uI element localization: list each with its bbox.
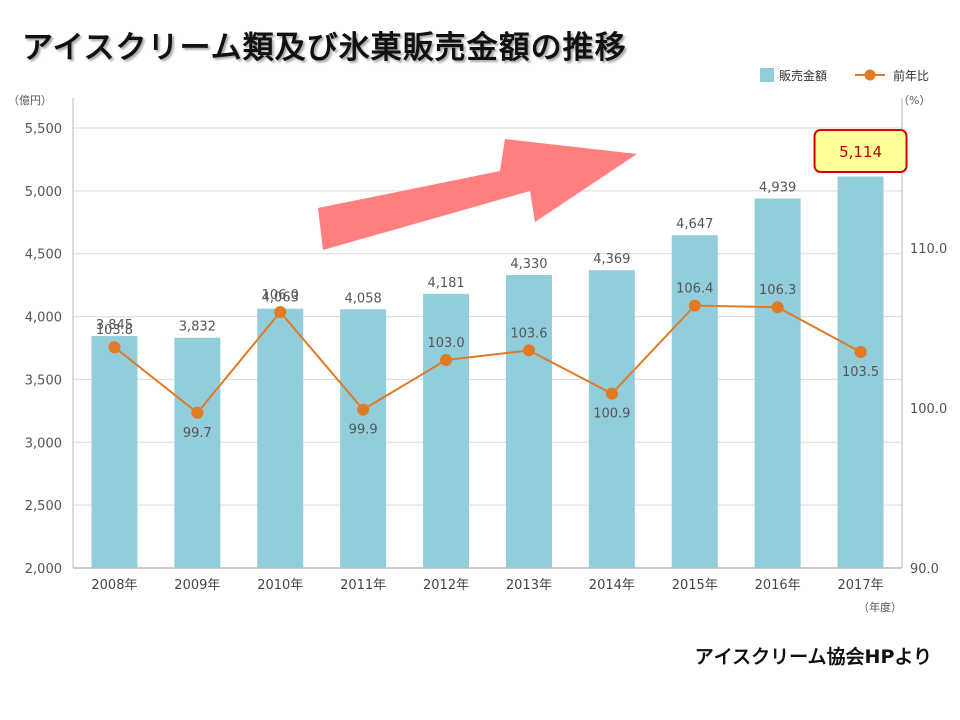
bar xyxy=(340,309,387,568)
line-point xyxy=(440,354,453,366)
category-label: 2012年 xyxy=(423,578,469,593)
legend: 販売金額 前年比 xyxy=(760,68,929,83)
x-axis-unit: （年度） xyxy=(858,600,902,614)
bar-value-label: 4,647 xyxy=(676,217,713,232)
category-labels: 2008年 2009年 2010年 2011年 2012年 2013年 2014年 2015年… xyxy=(91,578,883,593)
bar xyxy=(671,235,718,568)
bar xyxy=(91,336,138,568)
category-label: 2015年 xyxy=(672,578,718,593)
axes: 2,000 2,500 3,000 3,500 4,000 4,500 5,000 5,500… xyxy=(8,94,947,614)
left-tick-label: 3,500 xyxy=(25,373,62,388)
bar-labels: 3,845 3,832 4,063 4,058 4,181 4,330 4,369 4,647… xyxy=(96,181,796,335)
category-label: 2009年 xyxy=(174,578,220,593)
line-value-label: 99.7 xyxy=(183,426,212,441)
line-value-label: 103.8 xyxy=(96,323,133,338)
bar-value-label: 4,369 xyxy=(593,252,630,267)
left-tick-label: 4,500 xyxy=(25,248,62,263)
annotations: 5,114 xyxy=(318,129,908,250)
line-value-label: 106.3 xyxy=(759,283,796,298)
line-point xyxy=(274,306,287,318)
left-tick-label: 2,000 xyxy=(25,562,62,577)
page-title: アイスクリーム類及び氷菓販売金額の推移 xyxy=(22,30,627,66)
right-tick-label: 110.0 xyxy=(910,242,947,257)
bar xyxy=(423,293,470,568)
right-axis-unit: （%） xyxy=(898,94,930,107)
category-label: 2011年 xyxy=(340,578,386,593)
line-point xyxy=(771,301,784,314)
line-value-label: 100.9 xyxy=(593,407,630,422)
left-axis-unit: （億円） xyxy=(8,94,52,107)
category-label: 2016年 xyxy=(755,578,801,593)
left-tick-label: 4,000 xyxy=(25,311,62,326)
line-point xyxy=(108,341,121,354)
category-label: 2013年 xyxy=(506,578,552,593)
bar xyxy=(174,337,221,568)
legend-label-bar: 販売金額 xyxy=(779,68,827,83)
left-tick-label: 2,500 xyxy=(25,499,62,514)
bar-value-label: 4,939 xyxy=(759,181,796,196)
line-point xyxy=(605,387,618,400)
category-label: 2014年 xyxy=(589,578,635,593)
bar-value-label: 3,832 xyxy=(179,320,216,335)
line-point xyxy=(191,406,204,419)
trend-arrow xyxy=(318,139,637,250)
bar xyxy=(505,275,552,568)
line-value-label: 99.9 xyxy=(349,423,378,438)
category-label: 2008年 xyxy=(91,578,137,593)
legend-label-line: 前年比 xyxy=(893,68,929,83)
line-value-label: 103.0 xyxy=(427,336,464,351)
bar xyxy=(837,176,884,569)
bar-value-label: 4,058 xyxy=(345,291,382,306)
bar-value-label: 4,181 xyxy=(427,276,464,291)
bar-value-label: 4,330 xyxy=(510,257,547,272)
line-value-label: 103.5 xyxy=(842,365,879,380)
line-point xyxy=(522,344,535,357)
line-value-label: 103.6 xyxy=(510,326,547,341)
right-tick-label: 90.0 xyxy=(910,562,939,577)
line-series: 103.8 99.7 106.0 99.9 103.0 103.6 100.9 106.4 10… xyxy=(96,282,879,441)
bar xyxy=(588,270,635,568)
line-point xyxy=(688,299,701,312)
bar-series xyxy=(91,176,884,569)
line-path xyxy=(113,304,862,415)
line-value-label: 106.4 xyxy=(676,282,713,297)
bar xyxy=(754,198,801,569)
line-value-label: 106.0 xyxy=(262,288,299,303)
legend-swatch-bar xyxy=(760,68,774,82)
left-tick-label: 5,000 xyxy=(25,185,62,200)
line-point xyxy=(854,346,867,358)
bar-value-label: 3,845 xyxy=(96,318,133,333)
category-label: 2010年 xyxy=(257,578,303,593)
left-tick-label: 3,000 xyxy=(25,436,62,451)
bar-value-label: 4,063 xyxy=(262,291,299,306)
left-tick-label: 5,500 xyxy=(25,122,62,137)
line-point xyxy=(357,403,370,416)
category-label: 2017年 xyxy=(838,578,884,593)
legend-swatch-line xyxy=(864,69,876,81)
right-tick-label: 100.0 xyxy=(910,402,947,417)
callout-box xyxy=(813,129,908,173)
bar xyxy=(257,308,304,568)
callout-label: 5,114 xyxy=(839,143,882,161)
source-note: アイスクリーム協会HPより xyxy=(694,646,932,668)
